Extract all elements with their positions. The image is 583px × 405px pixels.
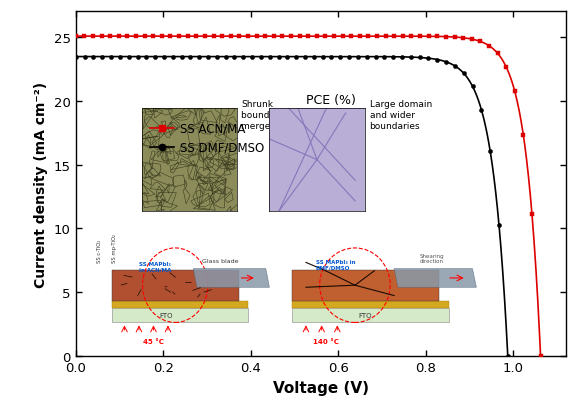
Y-axis label: Current density (mA cm⁻²): Current density (mA cm⁻²) [34,81,48,287]
Text: Large domain
and wider
boundaries: Large domain and wider boundaries [370,100,432,131]
Text: 16.98: 16.98 [306,139,342,151]
X-axis label: Voltage (V): Voltage (V) [273,380,368,395]
Text: 20.30: 20.30 [306,118,346,131]
Text: PCE (%): PCE (%) [306,94,356,107]
Legend: SS ACN/MA, SS DMF/DMSO: SS ACN/MA, SS DMF/DMSO [145,118,269,159]
Text: Shrunk
boundaries and
merged domains: Shrunk boundaries and merged domains [241,100,318,131]
